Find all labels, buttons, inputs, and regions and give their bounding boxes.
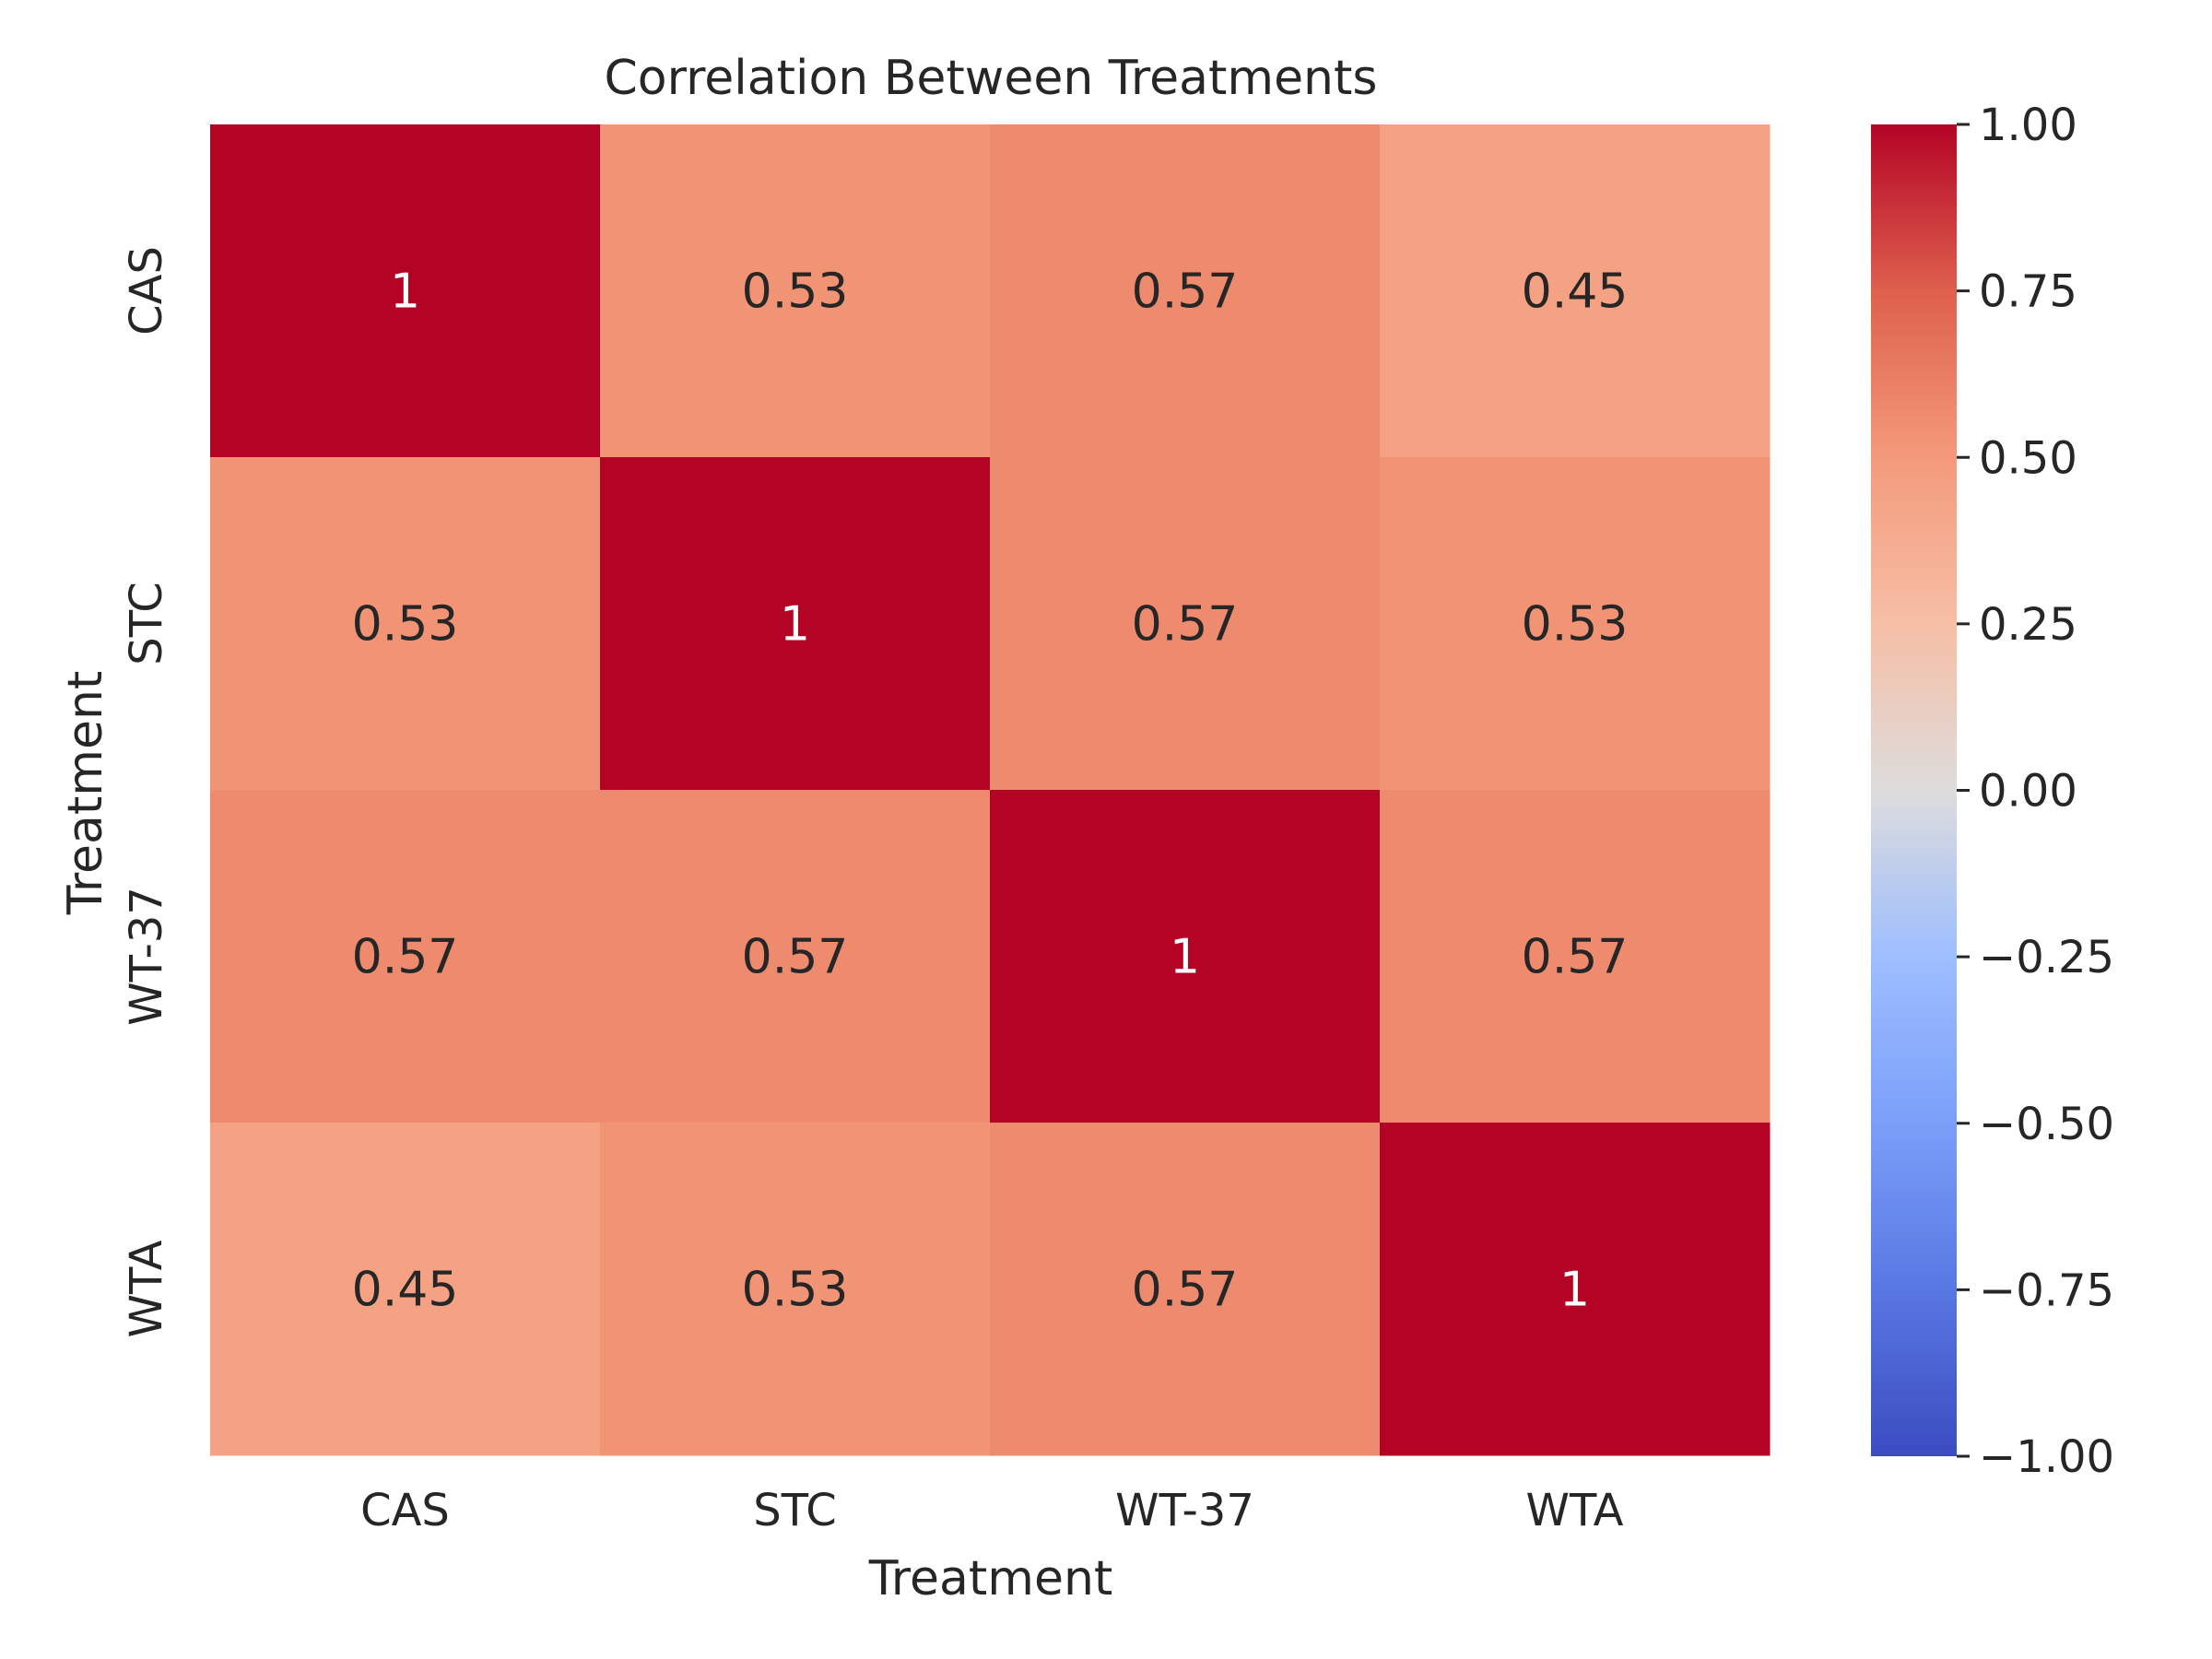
heatmap-cell-2-2 <box>990 790 1381 1124</box>
colorbar-tick-label: 0.50 <box>1979 432 2077 484</box>
x-tick-label: CAS <box>360 1485 450 1536</box>
x-tick-label: WTA <box>1526 1485 1624 1536</box>
cell-value-label: 0.57 <box>1132 1263 1239 1318</box>
heatmap-cell-1-3 <box>1380 457 1771 791</box>
colorbar-tick-label: 0.25 <box>1979 599 2077 651</box>
cell-value-label: 1 <box>780 597 810 653</box>
x-tick-labels: CAS STC WT-37 WTA <box>360 1485 1624 1536</box>
heatmap-cell-1-1 <box>600 457 991 791</box>
colorbar-tick-label: −1.00 <box>1979 1431 2114 1483</box>
chart-title: Correlation Between Treatments <box>604 51 1377 106</box>
x-axis-label: Treatment <box>868 1551 1113 1606</box>
cell-value-label: 1 <box>390 265 420 320</box>
heatmap-cell-3-2 <box>990 1123 1381 1456</box>
heatmap-cell-0-0 <box>210 124 601 458</box>
colorbar-ticks: 1.00 0.75 0.50 0.25 0.00 −0.25 −0.50 −0.75 −1.00 <box>1957 100 2114 1483</box>
cell-value-label: 0.53 <box>1522 597 1629 653</box>
colorbar-tick-label: 1.00 <box>1979 100 2077 151</box>
heatmap-cell-3-3 <box>1380 1123 1771 1456</box>
heatmap-cell-2-3 <box>1380 790 1771 1124</box>
x-tick-label: STC <box>753 1485 837 1536</box>
heatmap-cell-0-3 <box>1380 124 1771 458</box>
colorbar-tick-label: −0.25 <box>1979 932 2114 983</box>
x-tick-label: WT-37 <box>1115 1485 1254 1536</box>
cell-value-label: 0.57 <box>352 930 459 985</box>
heatmap-cell-0-2 <box>990 124 1381 458</box>
y-tick-label: WTA <box>121 1240 172 1337</box>
cell-value-label: 0.45 <box>352 1263 459 1318</box>
heatmap-cell-3-0 <box>210 1123 601 1456</box>
heatmap-cell-3-1 <box>600 1123 991 1456</box>
heatmap-cell-1-0 <box>210 457 601 791</box>
colorbar-tick-label: −0.50 <box>1979 1099 2114 1150</box>
cell-value-label: 0.53 <box>742 1263 849 1318</box>
heatmap-cell-2-0 <box>210 790 601 1124</box>
y-tick-labels: CAS STC WT-37 WTA <box>121 246 172 1337</box>
heatmap-cell-0-1 <box>600 124 991 458</box>
cell-value-label: 0.57 <box>742 930 849 985</box>
heatmap-cell-2-1 <box>600 790 991 1124</box>
heatmap-cells: 1 0.53 0.57 0.45 0.53 1 0.57 0.53 0.57 0.57 1 0.57 0… <box>210 124 1771 1456</box>
y-tick-label: STC <box>121 582 172 665</box>
y-tick-label: CAS <box>121 246 172 335</box>
cell-value-label: 0.57 <box>1132 597 1239 653</box>
heatmap-cell-1-2 <box>990 457 1381 791</box>
y-tick-label: WT-37 <box>121 887 172 1026</box>
colorbar <box>1871 124 1957 1456</box>
cell-value-label: 0.57 <box>1132 265 1239 320</box>
cell-value-label: 1 <box>1559 1263 1590 1318</box>
cell-value-label: 0.45 <box>1522 265 1629 320</box>
cell-value-label: 0.53 <box>742 265 849 320</box>
cell-value-label: 1 <box>1170 930 1200 985</box>
colorbar-tick-label: −0.75 <box>1979 1265 2114 1316</box>
cell-value-label: 0.53 <box>352 597 459 653</box>
cell-value-label: 0.57 <box>1522 930 1629 985</box>
colorbar-tick-label: 0.75 <box>1979 266 2077 318</box>
colorbar-tick-label: 0.00 <box>1979 766 2077 818</box>
y-axis-label: Treatment <box>58 671 113 916</box>
